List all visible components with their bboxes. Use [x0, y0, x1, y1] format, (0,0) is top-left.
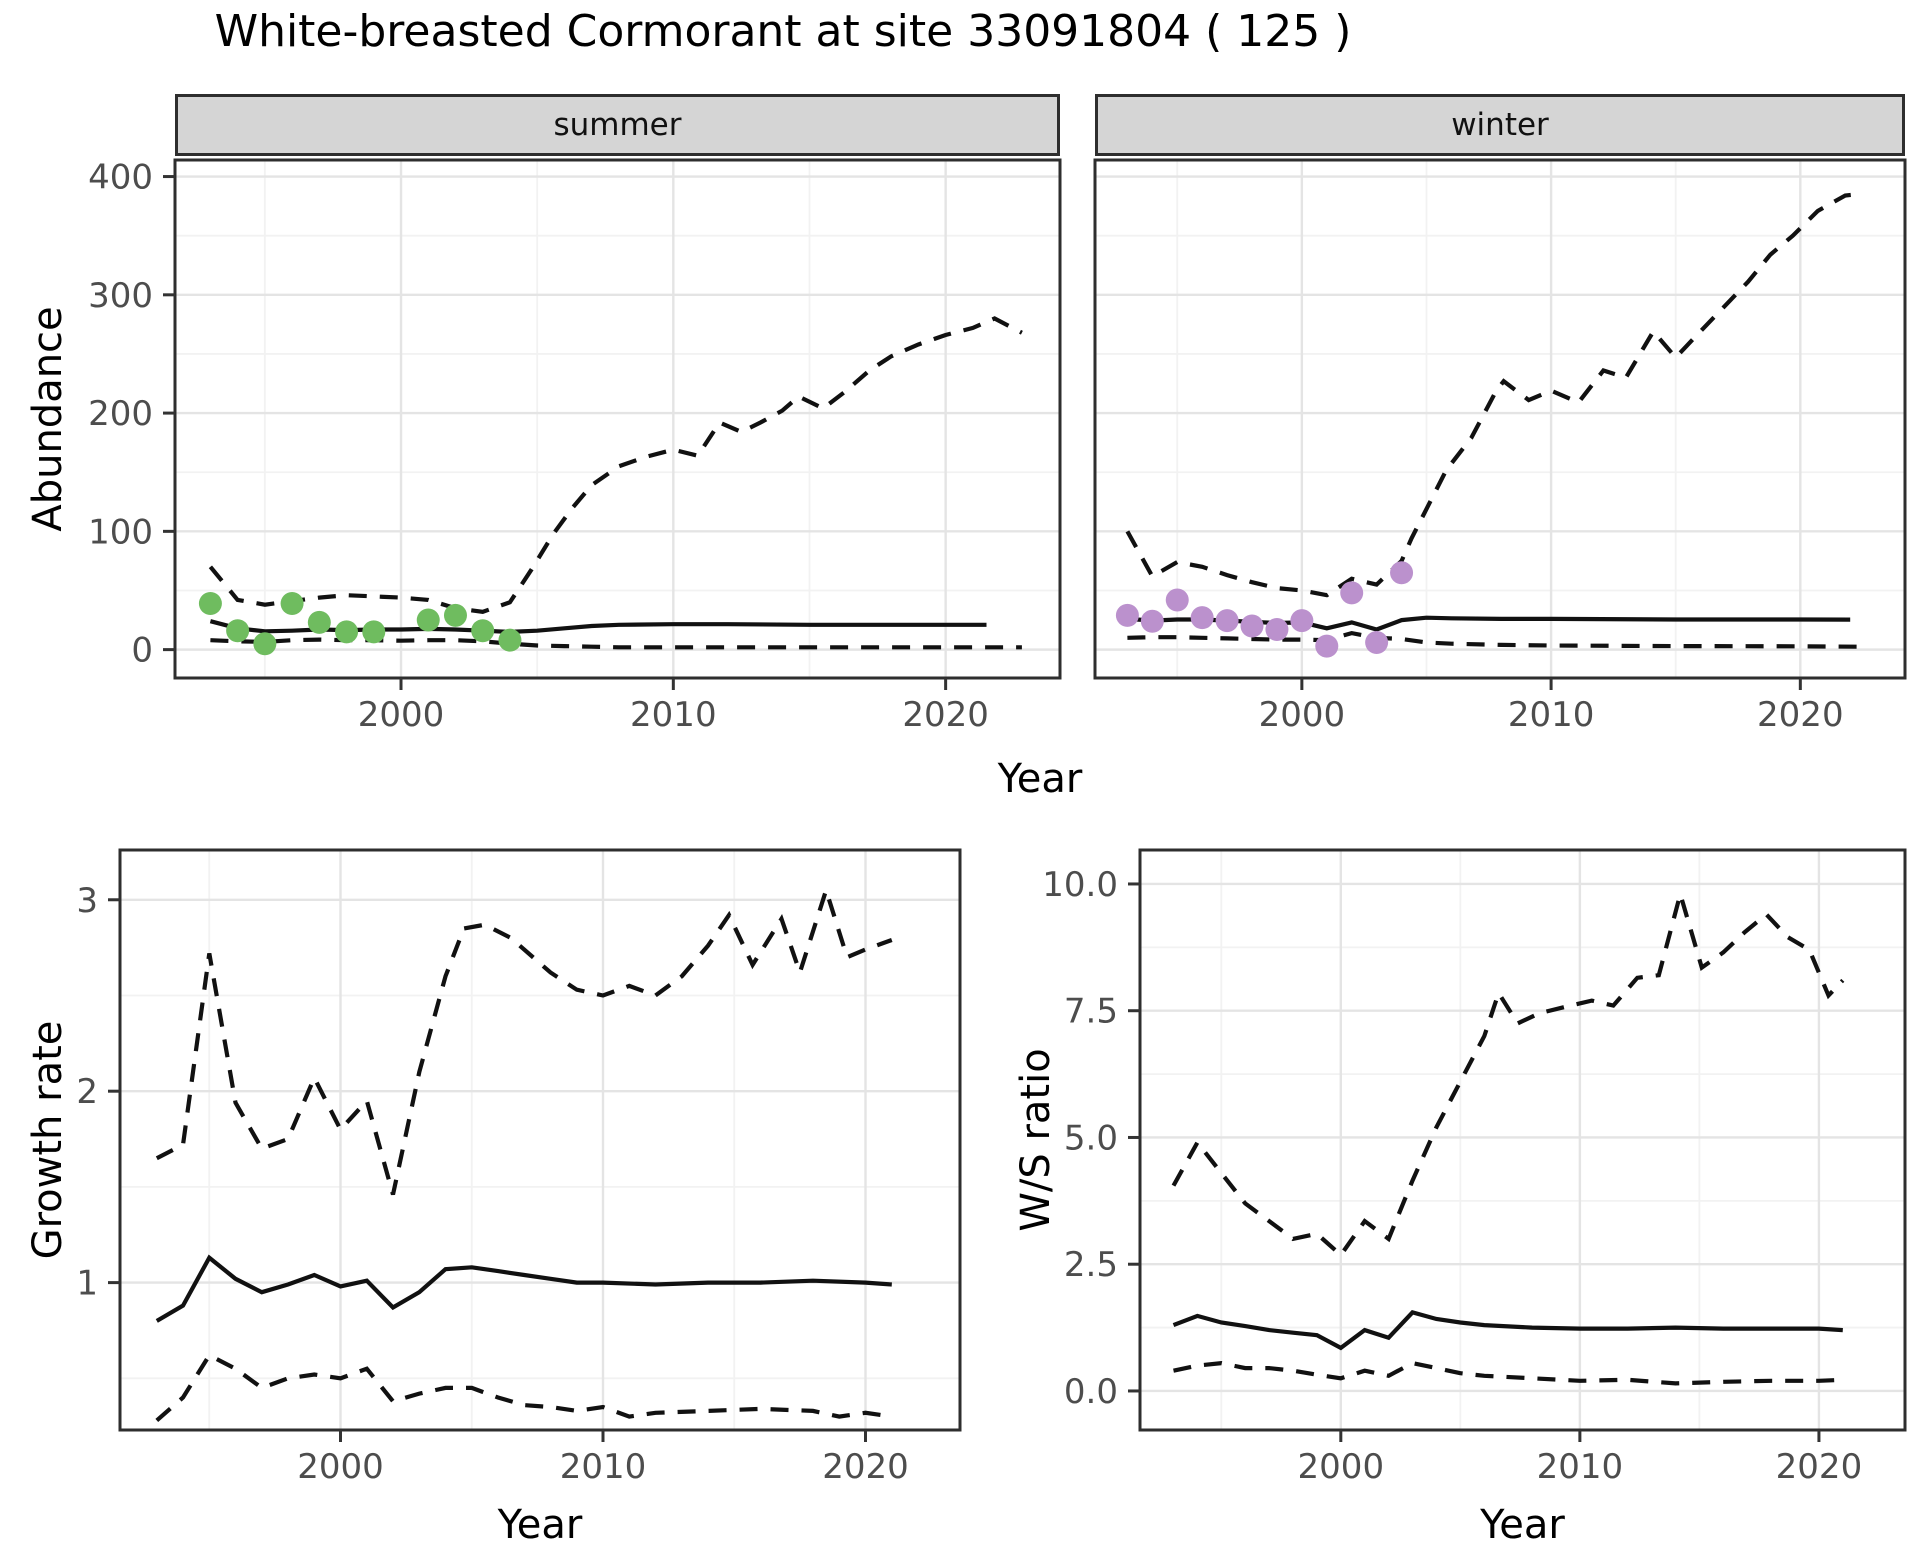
- grid-minor-abundance_summer: [175, 160, 1060, 678]
- y-tick-label: 2: [76, 1072, 98, 1112]
- series-line-upper_ci: [1171, 886, 1845, 1259]
- x-tick-label: 2020: [902, 695, 989, 735]
- series-line-lower_ci: [1127, 630, 1858, 649]
- x-axis-growth_rate: 2000 2010 2020: [297, 1430, 909, 1487]
- series-line-lower_ci: [155, 1352, 893, 1422]
- facet-strip-winter: winter: [1095, 94, 1905, 156]
- x-tick-label: 2010: [1537, 1447, 1624, 1487]
- y-tick-label: 3: [76, 881, 98, 921]
- y-tick-label: 7.5: [1064, 992, 1118, 1032]
- panel-ws_ratio: 2000 2010 2020 0.0 2.5 5.0 7.5 10.0: [1042, 848, 1907, 1487]
- x-tick-label: 2000: [358, 695, 445, 735]
- y-axis-ws_ratio: 0.0 2.5 5.0 7.5 10.0: [1042, 865, 1140, 1412]
- series-line-upper_ci: [1125, 192, 1858, 598]
- series-growth_rate: [155, 883, 893, 1422]
- grid-major-abundance_summer: [175, 160, 1060, 678]
- y-tick-label: 400: [88, 158, 153, 198]
- y-axis-abundance_summer: 0 100 200 300 400: [88, 158, 175, 671]
- series-line-upper_ci: [208, 316, 1023, 614]
- x-axis-ws_ratio: 2000 2010 2020: [1298, 1430, 1863, 1487]
- series-points-observations: [198, 591, 522, 656]
- x-tick-label: 2010: [1508, 695, 1595, 735]
- panel-abundance_winter: 2000 2010 2020: [1093, 158, 1907, 735]
- x-axis-abundance_summer: 2000 2010 2020: [358, 678, 989, 735]
- panel-growth_rate: 2000 2010 2020 1 2 3: [76, 848, 962, 1487]
- facet-strip-winter-label: winter: [1451, 107, 1549, 143]
- series-line-median: [155, 1254, 892, 1323]
- panel-border-abundance_winter: [1093, 158, 1907, 680]
- grid-minor-growth_rate: [120, 850, 960, 1430]
- y-tick-label: 100: [88, 512, 153, 552]
- x-axis-abundance_winter: 2000 2010 2020: [1259, 678, 1844, 735]
- x-tick-label: 2020: [1776, 1447, 1863, 1487]
- x-tick-label: 2020: [822, 1447, 909, 1487]
- series-line-upper_ci: [155, 883, 893, 1196]
- series-abundance_winter: [1115, 192, 1858, 658]
- x-tick-label: 2000: [297, 1447, 384, 1487]
- y-tick-label: 0.0: [1064, 1372, 1118, 1412]
- series-abundance_summer: [198, 316, 1023, 656]
- grid-major-abundance_winter: [1095, 160, 1905, 678]
- y-tick-label: 300: [88, 276, 153, 316]
- facet-strip-summer: summer: [175, 94, 1060, 156]
- y-tick-label: 5.0: [1064, 1118, 1118, 1158]
- x-tick-label: 2000: [1259, 695, 1346, 735]
- grid-major-ws_ratio: [1140, 850, 1905, 1430]
- x-axis-title-ws-ratio: Year: [1480, 1502, 1565, 1548]
- series-line-median: [1172, 1310, 1843, 1351]
- series-points-observations: [1115, 561, 1414, 658]
- y-tick-label: 1: [76, 1264, 98, 1304]
- x-tick-label: 2000: [1298, 1447, 1385, 1487]
- y-axis-growth_rate: 1 2 3: [76, 881, 120, 1304]
- x-axis-title-growth-rate: Year: [497, 1502, 583, 1548]
- series-line-lower_ci: [1173, 1360, 1843, 1386]
- x-axis-title-abundance: Year: [997, 756, 1083, 802]
- y-tick-label: 200: [88, 394, 153, 434]
- panel-border-growth_rate: [118, 848, 962, 1432]
- y-tick-label: 10.0: [1042, 865, 1118, 905]
- grid-minor-ws_ratio: [1140, 850, 1905, 1430]
- x-tick-label: 2010: [630, 695, 717, 735]
- series-line-lower_ci: [210, 637, 1022, 650]
- x-tick-label: 2010: [560, 1447, 647, 1487]
- page-title: White-breasted Cormorant at site 3309180…: [214, 6, 1352, 57]
- panel-border-abundance_summer: [173, 158, 1062, 680]
- x-tick-label: 2020: [1757, 695, 1844, 735]
- panel-border-ws_ratio: [1138, 848, 1907, 1432]
- series-ws_ratio: [1171, 886, 1845, 1386]
- y-tick-label: 0: [131, 631, 153, 671]
- facet-strip-summer-label: summer: [553, 107, 682, 143]
- panel-abundance_summer: 2000 2010 2020 0 100 200 300 400: [88, 158, 1062, 735]
- y-tick-label: 2.5: [1064, 1245, 1118, 1285]
- grid-major-growth_rate: [120, 850, 960, 1430]
